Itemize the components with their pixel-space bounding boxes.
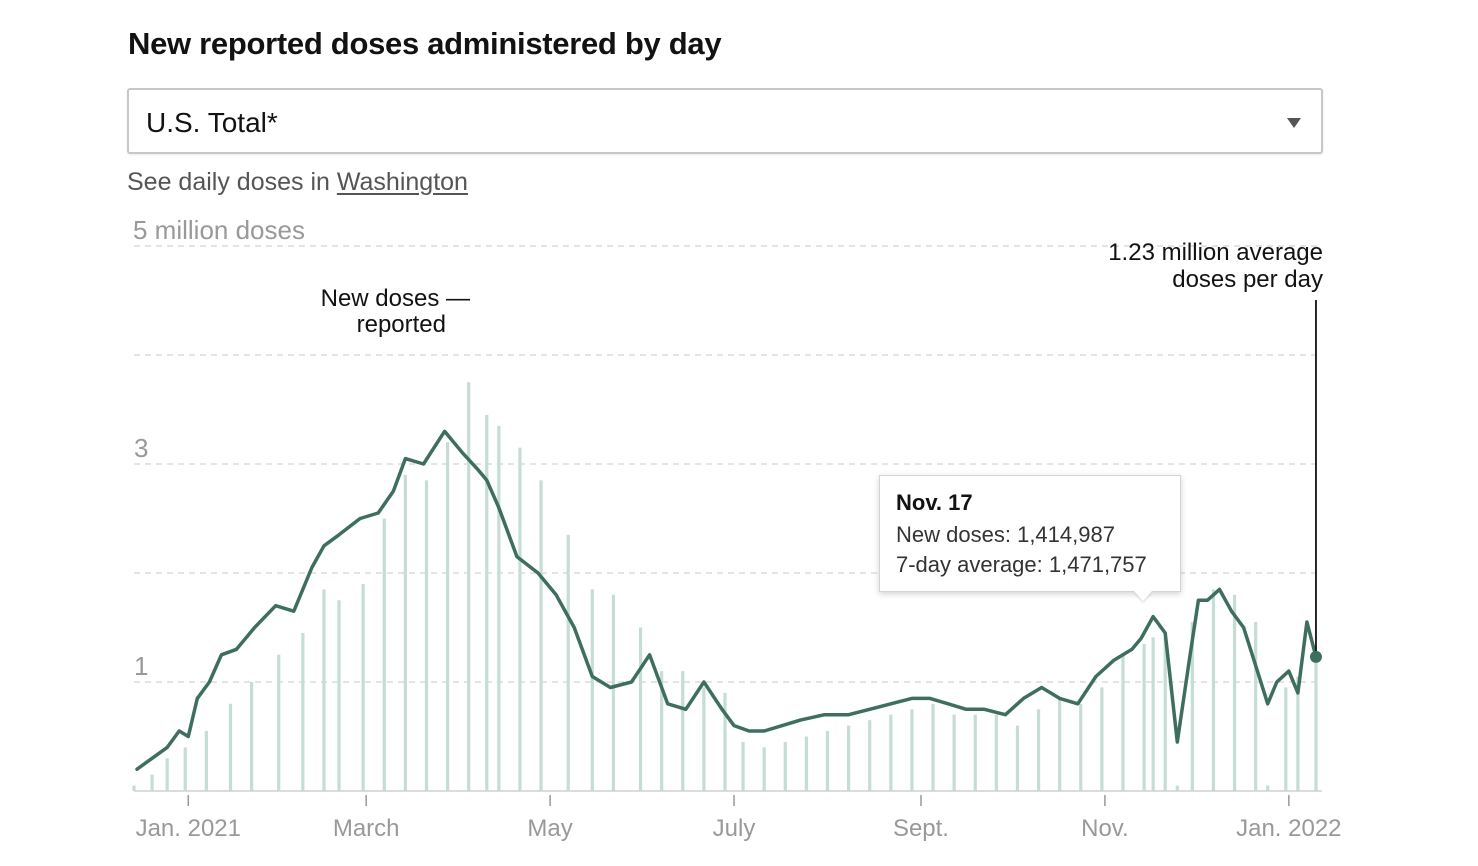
daily-dose-bar (973, 714, 977, 791)
daily-dose-bar (741, 741, 745, 791)
daily-dose-bar (702, 687, 706, 791)
latest-average-dot (1309, 650, 1322, 663)
daily-dose-bar (804, 736, 808, 791)
daily-dose-bar (1142, 643, 1146, 791)
daily-dose-bar (825, 731, 830, 791)
subline-text: See daily doses in (127, 168, 337, 196)
daily-dose-bar (382, 518, 386, 791)
y-tick-label: 3 (134, 433, 148, 463)
daily-dose-bar (1284, 687, 1288, 791)
daily-dose-bar (228, 703, 233, 791)
daily-dose-bar (150, 774, 154, 791)
x-tick-label: Jan. 2021 (136, 815, 241, 842)
daily-dose-bar (1254, 622, 1258, 791)
tooltip-pointer (1134, 591, 1152, 601)
daily-dose-bar (485, 414, 489, 791)
washington-link[interactable]: Washington (336, 168, 468, 196)
daily-dose-bar (1314, 654, 1318, 791)
y-tick-label: 1 (134, 651, 148, 681)
daily-dose-bar (1266, 785, 1270, 791)
daily-dose-bar (204, 731, 208, 791)
tooltip: Nov. 17 New doses: 1,414,987 7-day avera… (879, 475, 1181, 601)
daily-dose-bar (277, 654, 281, 791)
daily-dose-bar (590, 589, 594, 791)
daily-dose-bar (566, 534, 570, 791)
daily-dose-bar (301, 632, 305, 791)
daily-dose-bar (910, 709, 914, 791)
daily-dose-bar (445, 442, 450, 791)
daily-dose-bar (539, 480, 543, 791)
chart-title: New reported doses administered by day (128, 26, 722, 61)
daily-dose-bar (1151, 637, 1155, 791)
daily-dose-bar (403, 474, 407, 791)
daily-dose-bar (1015, 725, 1020, 791)
x-tick-label: Jan. 2022 (1236, 815, 1341, 842)
tooltip-new-value: 1,414,987 (1017, 522, 1115, 547)
daily-dose-bar (847, 725, 851, 791)
new-doses-annotation-line2: reported (357, 311, 446, 338)
daily-dose-bar (183, 747, 187, 791)
daily-dose-bar (681, 671, 685, 791)
daily-dose-bar (1079, 703, 1083, 791)
x-tick-label: Nov. (1081, 815, 1129, 842)
daily-dose-bar (165, 758, 169, 791)
daily-dose-bar (952, 714, 956, 791)
caret-down-icon (1287, 118, 1301, 128)
x-tick-label: July (713, 815, 756, 842)
daily-dose-bar (132, 785, 136, 791)
daily-dose-bar (762, 747, 766, 791)
daily-dose-bar (1036, 709, 1041, 791)
daily-dose-bar (424, 480, 429, 791)
daily-dose-bar (1175, 785, 1179, 791)
daily-dose-bar (1121, 654, 1125, 791)
daily-dose-bar (1058, 698, 1062, 791)
x-tick-label: March (333, 815, 400, 842)
x-tick-label: May (527, 815, 572, 842)
average-annotation-line1: 1.23 million average (1108, 239, 1323, 266)
daily-dose-bar (361, 583, 365, 791)
seven-day-average-line (135, 429, 1318, 771)
x-tick-label: Sept. (893, 815, 949, 842)
daily-dose-bar (638, 627, 643, 791)
daily-dose-bar (1163, 632, 1167, 791)
daily-dose-bar (1190, 622, 1194, 791)
daily-dose-bar (889, 714, 893, 791)
new-doses-annotation-line1: New doses — (321, 285, 470, 312)
daily-dose-bar (1100, 687, 1104, 791)
daily-dose-bar (660, 671, 664, 791)
region-select[interactable]: U.S. Total* (127, 88, 1323, 154)
tooltip-new-label: New doses: (896, 522, 1011, 547)
daily-dose-bar (1211, 589, 1216, 791)
average-annotation-line2: doses per day (1172, 266, 1323, 293)
daily-dose-bar (337, 600, 341, 791)
region-select-value: U.S. Total* (146, 107, 278, 138)
tooltip-average: 7-day average: 1,471,757 (896, 552, 1164, 578)
daily-dose-bar (611, 594, 616, 791)
tooltip-date: Nov. 17 (896, 490, 973, 515)
daily-dose-bar (322, 589, 326, 791)
daily-dose-bar (994, 714, 998, 791)
daily-dose-bar (868, 720, 872, 791)
daily-dose-bar (467, 382, 471, 791)
daily-dose-bar (931, 703, 935, 791)
tooltip-avg-label: 7-day average: (896, 552, 1043, 577)
tooltip-avg-value: 1,471,757 (1048, 552, 1147, 577)
daily-dose-bar (518, 447, 522, 791)
daily-dose-bar (249, 682, 254, 791)
subline: See daily doses in Washington (127, 168, 468, 197)
daily-dose-bar (723, 692, 727, 791)
daily-dose-bar (497, 425, 501, 791)
daily-dose-bar (783, 741, 787, 791)
tooltip-new-doses: New doses: 1,414,987 (896, 522, 1164, 548)
daily-dose-bar (1232, 594, 1237, 791)
y-tick-label: 5 million doses (133, 215, 305, 245)
daily-dose-bar (1296, 676, 1300, 791)
